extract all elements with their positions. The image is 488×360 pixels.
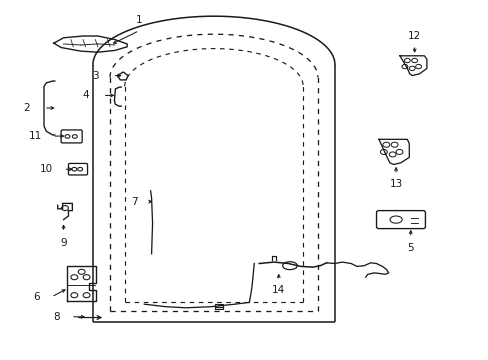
Text: 1: 1: [136, 15, 142, 25]
Text: 5: 5: [407, 243, 413, 253]
Text: 2: 2: [23, 103, 30, 113]
Text: 11: 11: [28, 131, 42, 141]
Text: 6: 6: [33, 292, 40, 302]
Text: 8: 8: [53, 312, 60, 322]
Text: 3: 3: [92, 71, 99, 81]
Text: 14: 14: [271, 285, 285, 295]
Text: 12: 12: [407, 31, 421, 41]
Text: 4: 4: [82, 90, 89, 100]
Text: 9: 9: [60, 238, 67, 248]
Text: 10: 10: [40, 164, 53, 174]
Text: 13: 13: [388, 179, 402, 189]
Text: 7: 7: [131, 197, 138, 207]
